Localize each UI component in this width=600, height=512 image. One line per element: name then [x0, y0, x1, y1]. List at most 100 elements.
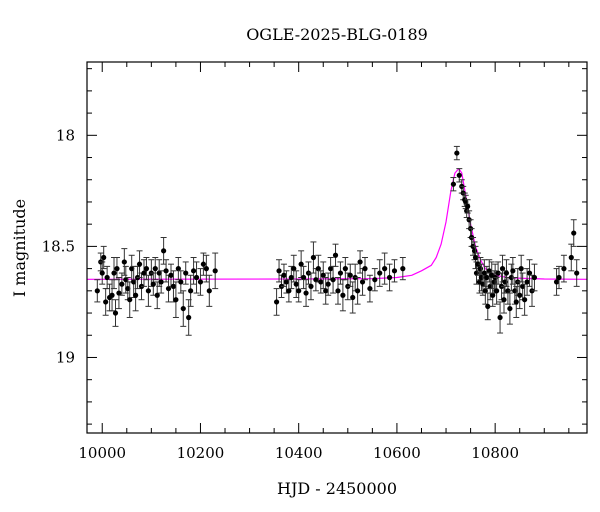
point-marker — [347, 272, 353, 278]
data-point — [200, 252, 207, 276]
point-marker — [330, 277, 336, 283]
point-marker — [136, 261, 143, 267]
point-marker — [377, 270, 383, 276]
data-point — [300, 265, 307, 290]
data-point — [295, 279, 302, 303]
data-point — [212, 252, 219, 290]
point-marker — [143, 266, 150, 272]
x-tick-label: 10600 — [373, 444, 421, 462]
point-marker — [190, 268, 197, 274]
data-point — [526, 259, 533, 287]
data-point — [361, 256, 368, 281]
point-marker — [175, 266, 181, 272]
point-marker — [342, 266, 348, 272]
point-marker — [495, 270, 501, 276]
data-point — [464, 199, 471, 214]
point-marker — [359, 279, 366, 285]
point-marker — [367, 285, 373, 292]
point-marker — [486, 268, 492, 274]
data-point — [128, 254, 135, 283]
data-point — [327, 256, 334, 281]
data-point — [182, 261, 189, 285]
point-marker — [472, 254, 479, 261]
data-point — [203, 254, 210, 283]
point-marker — [188, 288, 194, 294]
point-marker — [391, 268, 398, 274]
data-point — [180, 290, 187, 327]
data-point — [503, 259, 510, 287]
point-marker — [131, 279, 137, 285]
x-tick-label: 10400 — [275, 444, 323, 462]
data-point — [573, 259, 580, 287]
plot-frame — [86, 61, 588, 434]
data-point — [506, 292, 513, 325]
data-point — [100, 245, 107, 270]
point-marker — [477, 266, 484, 272]
data-point — [570, 219, 577, 247]
point-marker — [152, 266, 158, 272]
point-marker — [298, 261, 304, 267]
point-marker — [121, 259, 127, 265]
chart-title: OGLE-2025-BLG-0189 — [246, 25, 428, 44]
data-point — [453, 145, 460, 161]
point-marker — [293, 281, 299, 287]
data-point — [118, 272, 125, 296]
data-point — [553, 268, 560, 296]
point-marker — [158, 279, 164, 285]
data-point — [152, 256, 159, 281]
point-marker — [114, 266, 120, 272]
point-marker — [178, 279, 184, 285]
data-point — [366, 274, 373, 303]
point-marker — [499, 266, 506, 272]
data-point — [303, 279, 310, 307]
data-point — [450, 177, 457, 192]
data-point — [371, 268, 378, 292]
point-marker — [320, 272, 326, 278]
data-point — [307, 272, 314, 301]
data-point — [158, 270, 165, 294]
point-marker — [161, 248, 167, 254]
point-marker — [197, 279, 204, 285]
point-marker — [315, 266, 321, 272]
data-point — [568, 243, 575, 272]
x-tick-label: 10200 — [177, 444, 225, 462]
point-marker — [286, 288, 292, 294]
point-marker — [119, 281, 125, 287]
y-tick-label: 19 — [56, 348, 75, 366]
point-marker — [206, 288, 212, 294]
data-point — [381, 252, 388, 285]
data-point — [489, 283, 496, 307]
data-point — [112, 299, 119, 327]
data-point — [185, 299, 192, 336]
data-point — [312, 268, 319, 292]
point-marker — [485, 303, 491, 309]
data-point — [531, 263, 538, 292]
point-marker — [104, 274, 110, 281]
model-curve-group — [86, 168, 588, 280]
point-marker — [180, 305, 186, 312]
data-point — [560, 254, 567, 283]
data-point — [190, 256, 197, 285]
y-tick-label: 18 — [56, 126, 75, 144]
data-point — [187, 274, 194, 307]
point-marker — [513, 299, 519, 305]
point-marker — [475, 261, 481, 267]
point-marker — [574, 270, 580, 276]
point-marker — [503, 270, 510, 276]
point-marker — [145, 288, 151, 294]
point-marker — [568, 254, 574, 261]
point-marker — [340, 292, 346, 298]
point-marker — [318, 279, 324, 285]
x-tick-label: 10000 — [78, 444, 126, 462]
point-marker — [173, 297, 179, 303]
point-marker — [494, 288, 500, 294]
point-marker — [517, 292, 523, 298]
point-marker — [313, 277, 319, 283]
point-marker — [520, 283, 526, 289]
point-marker — [497, 314, 503, 321]
data-point — [495, 261, 502, 285]
data-point — [113, 256, 120, 281]
data-points-group — [94, 145, 580, 336]
point-marker — [456, 172, 462, 178]
